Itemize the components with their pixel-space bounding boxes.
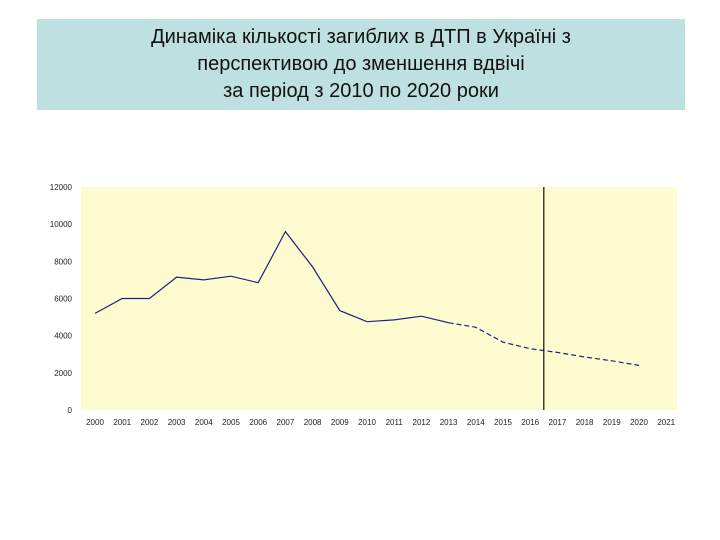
y-tick-label: 2000 bbox=[54, 369, 72, 378]
x-tick-label: 2012 bbox=[413, 418, 431, 427]
x-tick-label: 2016 bbox=[521, 418, 539, 427]
y-tick-label: 0 bbox=[68, 406, 73, 415]
x-tick-label: 2015 bbox=[494, 418, 512, 427]
x-tick-label: 2011 bbox=[386, 418, 404, 427]
x-tick-label: 2009 bbox=[331, 418, 349, 427]
x-tick-label: 2014 bbox=[467, 418, 485, 427]
x-tick-label: 2019 bbox=[603, 418, 621, 427]
x-tick-label: 2020 bbox=[630, 418, 648, 427]
y-tick-label: 4000 bbox=[54, 332, 72, 341]
x-tick-label: 2021 bbox=[657, 418, 675, 427]
x-tick-label: 2004 bbox=[195, 418, 213, 427]
y-tick-label: 12000 bbox=[50, 183, 73, 192]
x-tick-label: 2002 bbox=[141, 418, 159, 427]
x-tick-label: 2007 bbox=[277, 418, 295, 427]
title-box: Динаміка кількості загиблих в ДТП в Укра… bbox=[37, 19, 685, 110]
title-line-3: за період з 2010 по 2020 роки bbox=[223, 80, 499, 102]
x-tick-label: 2005 bbox=[222, 418, 240, 427]
actual-series-line bbox=[94, 230, 449, 324]
title-line-2: перспективою до зменшення вдвічі bbox=[197, 53, 525, 75]
y-tick-label: 6000 bbox=[54, 295, 72, 304]
x-tick-label: 2000 bbox=[86, 418, 104, 427]
x-tick-label: 2006 bbox=[249, 418, 267, 427]
x-tick-label: 2003 bbox=[168, 418, 186, 427]
x-tick-label: 2010 bbox=[358, 418, 376, 427]
x-tick-label: 2008 bbox=[304, 418, 322, 427]
y-tick-label: 10000 bbox=[50, 220, 73, 229]
title-line-1: Динаміка кількості загиблих в ДТП в Укра… bbox=[151, 26, 571, 48]
x-tick-label: 2001 bbox=[113, 418, 131, 427]
x-tick-label: 2018 bbox=[576, 418, 594, 427]
x-tick-label: 2013 bbox=[440, 418, 458, 427]
y-tick-label: 8000 bbox=[54, 257, 72, 266]
plot-area bbox=[81, 187, 677, 410]
x-tick-label: 2017 bbox=[549, 418, 567, 427]
